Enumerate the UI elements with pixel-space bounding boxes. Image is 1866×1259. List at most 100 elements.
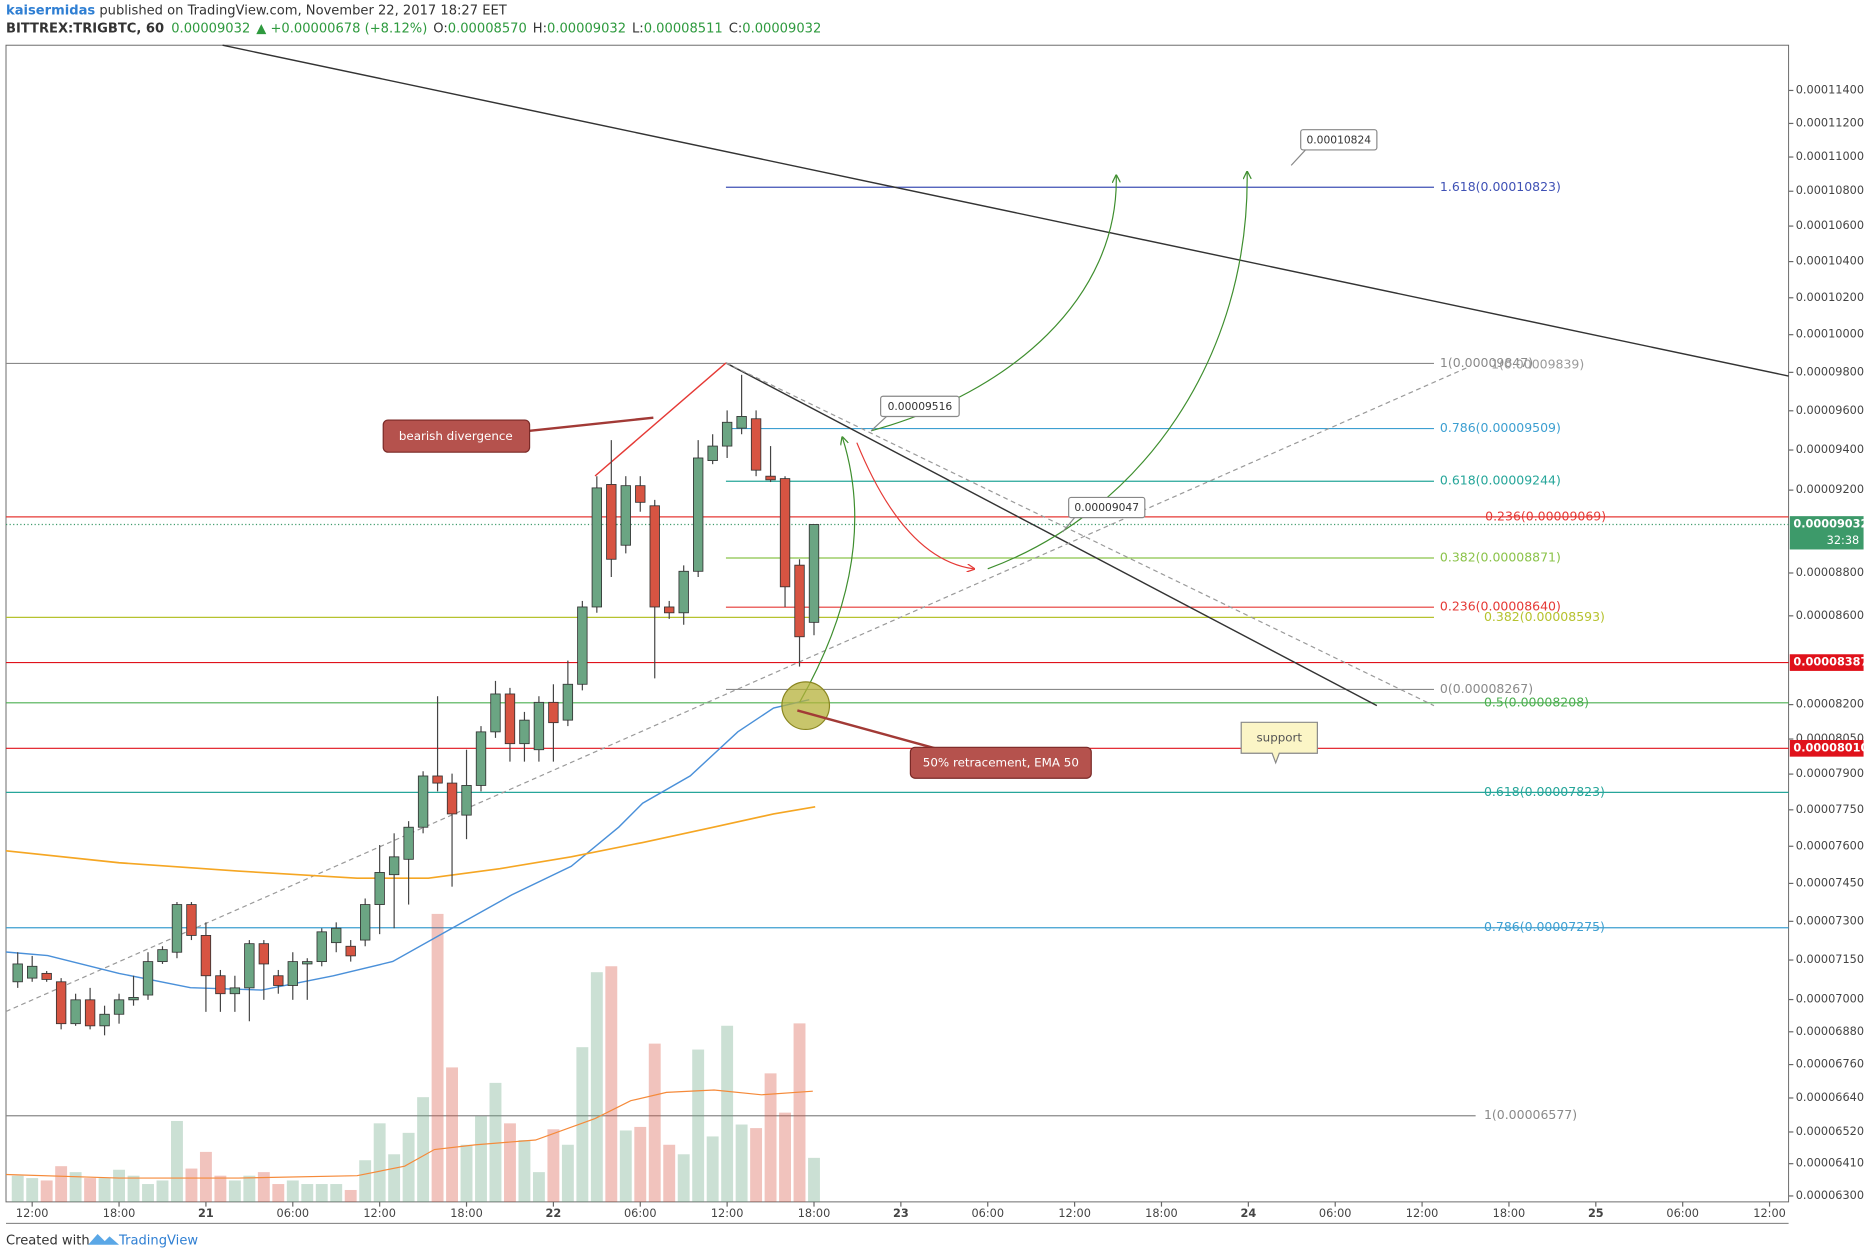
c: 0.00009032 <box>742 21 821 36</box>
x-tick-label: 18:00 <box>1145 1207 1178 1220</box>
candle-body <box>142 961 154 996</box>
y-tick-label: 0.00011400 <box>1796 83 1864 96</box>
volume-bar <box>185 1168 198 1202</box>
volume-bar <box>518 1140 531 1202</box>
y-tick-label: 0.00010000 <box>1796 328 1864 341</box>
volume-bar <box>127 1175 140 1202</box>
volume-bar <box>257 1172 270 1202</box>
volume-bar <box>84 1178 97 1202</box>
y-tick-label: 0.00009800 <box>1796 365 1864 378</box>
candle-body <box>750 418 762 471</box>
candle-body <box>128 997 139 1001</box>
y-tick-label: 0.00010600 <box>1796 219 1864 232</box>
x-tick-label: 06:00 <box>277 1207 310 1220</box>
candle-body <box>446 782 458 815</box>
ema-50 <box>5 699 810 991</box>
candle-body <box>417 775 429 828</box>
x-tick-label: 22 <box>546 1207 562 1220</box>
candle-body <box>490 693 501 733</box>
callout-pointer <box>870 416 887 432</box>
candle-body <box>504 693 516 745</box>
volume-bar <box>504 1123 516 1202</box>
candle-body <box>591 487 603 608</box>
candle-body <box>360 904 371 941</box>
y-tick-label: 0.00009200 <box>1796 483 1864 496</box>
candle-body <box>779 478 791 588</box>
level-label: 0.382(0.00008871) <box>1440 550 1561 565</box>
annotation: support <box>1256 730 1302 744</box>
volume-bar <box>330 1184 343 1202</box>
x-tick-label: 18:00 <box>1493 1207 1526 1220</box>
level-label: 1(0.00006577) <box>1484 1107 1577 1122</box>
volume-bar <box>315 1184 328 1202</box>
candle-body <box>707 445 718 461</box>
annotation: bearish divergence <box>399 429 513 443</box>
plot-frame <box>5 44 1790 1203</box>
x-tick-label: 23 <box>893 1207 909 1220</box>
volume-bar <box>228 1180 241 1202</box>
volume-bar <box>344 1189 357 1202</box>
level-label: 0.382(0.00008593) <box>1484 609 1605 624</box>
trend-line <box>222 44 1789 377</box>
x-tick-label: 12:00 <box>363 1207 396 1220</box>
volume-bar <box>40 1180 53 1202</box>
candle-body <box>533 701 545 751</box>
y-tick-label: 0.00006640 <box>1796 1091 1864 1104</box>
arrow <box>856 442 974 569</box>
highlight-circle <box>781 681 831 731</box>
volume-bar <box>663 1144 676 1202</box>
volume-bar <box>619 1130 632 1202</box>
price-callout <box>1068 496 1146 519</box>
candle-body <box>808 524 820 623</box>
candle-body <box>186 904 197 936</box>
candle-body <box>403 826 414 860</box>
volume-bar <box>793 1023 806 1202</box>
volume-bar <box>113 1169 126 1202</box>
y-tick-label: 0.00006880 <box>1796 1025 1864 1038</box>
volume-bar <box>26 1178 39 1202</box>
volume-bar <box>98 1178 111 1202</box>
level-label: 0.236(0.00009069) <box>1485 508 1606 523</box>
candle-body <box>678 570 689 614</box>
x-tick-label: 18:00 <box>450 1207 483 1220</box>
candle-body <box>302 961 313 965</box>
callout-box <box>909 746 1092 779</box>
volume-ma <box>5 1089 813 1179</box>
volume-bar <box>634 1126 647 1202</box>
volume-bar <box>446 1067 458 1202</box>
volume-bar <box>489 1082 502 1202</box>
candle-body <box>258 943 270 965</box>
price-tag-label: 0.00009032 <box>1793 517 1866 530</box>
arrow <box>799 438 856 703</box>
annotation: 0.00009047 <box>1074 501 1139 514</box>
x-tick-label: 12:00 <box>1058 1207 1091 1220</box>
volume-bar <box>460 1144 473 1202</box>
volume-bar <box>764 1073 777 1202</box>
level-label: 0.618(0.00007823) <box>1484 784 1605 799</box>
y-tick-label: 0.00008200 <box>1796 698 1864 711</box>
volume-bar <box>272 1184 285 1202</box>
candle-body <box>12 963 23 983</box>
y-tick-label: 0.00010400 <box>1796 255 1864 268</box>
price-callout <box>1300 129 1378 151</box>
candle-body <box>345 945 356 957</box>
candle-body <box>475 731 487 786</box>
candle-body <box>374 872 385 905</box>
y-tick-label: 0.00007900 <box>1796 767 1864 780</box>
countdown: 32:38 <box>1827 534 1860 547</box>
callout-pointer <box>529 416 654 432</box>
candle-body <box>519 719 530 745</box>
candle-body <box>215 975 226 995</box>
last: 0.00009032 <box>171 21 250 36</box>
divergence-line <box>594 362 727 477</box>
volume-bar <box>286 1180 299 1202</box>
drawings <box>5 44 1789 1179</box>
x-tick-label: 21 <box>198 1207 214 1220</box>
x-tick-label: 25 <box>1588 1207 1604 1220</box>
candle-body <box>606 484 617 560</box>
candle-body <box>287 961 298 986</box>
volume-bar <box>373 1123 386 1202</box>
candle-body <box>273 975 284 986</box>
trend-line <box>725 362 1378 707</box>
